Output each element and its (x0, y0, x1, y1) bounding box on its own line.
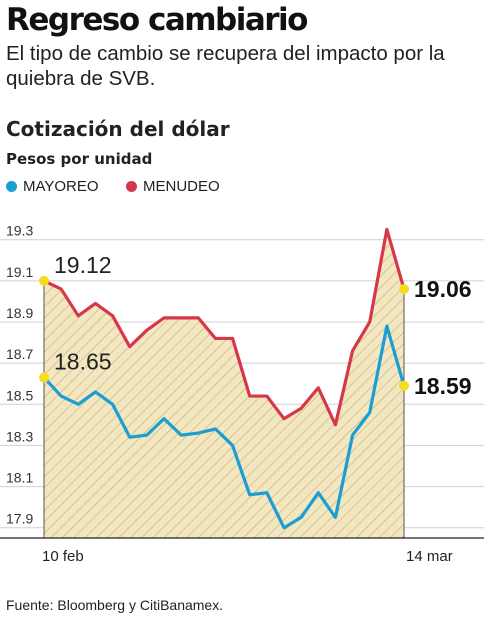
y-tick-label: 18.3 (6, 428, 33, 444)
start-value-label-menudeo: 19.12 (54, 252, 112, 278)
y-tick-label: 18.7 (6, 346, 33, 362)
y-tick-label: 19.1 (6, 264, 33, 280)
source-note: Fuente: Bloomberg y CitiBanamex. (6, 597, 224, 613)
start-marker-menudeo (39, 275, 49, 286)
start-value-label-mayoreo: 18.65 (54, 349, 112, 375)
end-value-label-menudeo: 19.06 (414, 276, 472, 302)
chart-title: Cotización del dólar (6, 117, 230, 141)
x-tick-label-end: 14 mar (406, 548, 453, 565)
series-line-menudeo (42, 227, 406, 427)
y-tick-label: 17.9 (6, 511, 33, 527)
legend-item-mayoreo: MAYOREO (6, 178, 99, 195)
legend-swatch-menudeo (126, 181, 137, 192)
y-tick-label: 18.5 (6, 387, 33, 403)
legend-label-menudeo: MENUDEO (143, 178, 220, 195)
hatched-area (44, 229, 404, 538)
x-tick-label-start: 10 feb (42, 548, 84, 565)
end-marker-menudeo (399, 284, 409, 295)
y-tick-label: 18.1 (6, 470, 33, 486)
y-axis-label: Pesos por unidad (6, 150, 153, 168)
y-tick-label: 18.9 (6, 305, 33, 321)
y-tick-label: 19.3 (6, 223, 33, 239)
series-line-mayoreo (42, 324, 406, 530)
legend-label-mayoreo: MAYOREO (23, 178, 99, 195)
page-subtitle: El tipo de cambio se recupera del impact… (6, 42, 445, 90)
start-marker-mayoreo (39, 372, 49, 383)
end-marker-mayoreo (399, 380, 409, 391)
end-value-label-mayoreo: 18.59 (414, 373, 472, 399)
legend-swatch-mayoreo (6, 181, 17, 192)
page-title: Regreso cambiario (6, 2, 308, 38)
legend-item-menudeo: MENUDEO (126, 178, 220, 195)
